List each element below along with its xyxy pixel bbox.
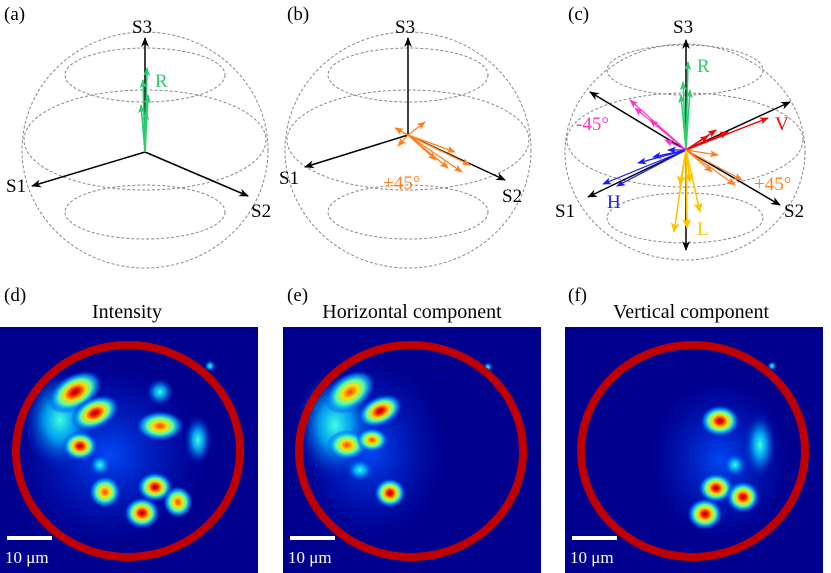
v-state-label: V <box>775 114 789 135</box>
fiber-core-outline <box>295 341 527 561</box>
minus45-state-arrows <box>629 99 687 151</box>
panel-f-vertical-component-map: (f) Vertical component 10 μm <box>565 285 823 573</box>
panel-e-horizontal-component-map: (e) Horizontal component 10 μm <box>283 285 541 573</box>
s1-axis-arrow <box>587 149 687 198</box>
s2-label: S2 <box>502 186 522 207</box>
r-state-label: R <box>697 56 710 77</box>
plus45-state-label: +45° <box>754 174 791 195</box>
heatmap-vertical <box>565 327 823 573</box>
panel-label-b: (b) <box>287 4 309 25</box>
panel-label-e: (e) <box>287 285 308 306</box>
r-state-label: R <box>155 71 168 92</box>
heatmap-intensity <box>0 327 258 573</box>
scale-bar-label: 10 μm <box>5 548 49 567</box>
l-state-label: L <box>697 219 709 240</box>
s1-axis-arrow <box>31 151 146 188</box>
s3-label: S3 <box>132 17 152 38</box>
panel-b-poincare-sphere: (b) S3 S1 S2 +45° <box>279 4 532 269</box>
plus45-state-arrows <box>685 149 743 186</box>
panel-label-f: (f) <box>568 285 587 306</box>
scale-bar-label: 10 μm <box>570 548 614 567</box>
s1-label: S1 <box>555 201 575 222</box>
plus45-state-label: +45° <box>383 173 420 194</box>
s2-axis-arrow <box>144 151 249 197</box>
s3-label: S3 <box>395 17 415 38</box>
s2-label: S2 <box>251 201 271 222</box>
s1-axis-arrow <box>304 134 409 169</box>
fiber-core-outline <box>577 341 809 561</box>
panel-label-a: (a) <box>4 4 25 25</box>
panel-d-intensity-map: (d) Intensity 10 μm <box>0 285 258 573</box>
panel-a-poincare-sphere: (a) S3 S1 S2 R <box>4 4 271 269</box>
r-state-arrows <box>138 67 152 153</box>
h-state-arrows <box>602 146 687 187</box>
panel-label-d: (d) <box>4 285 26 306</box>
panel-title-d: Intensity <box>92 301 162 323</box>
s1-label: S1 <box>279 168 299 189</box>
plus45-state-arrows <box>394 121 471 173</box>
panel-c-poincare-sphere: (c) <box>555 4 806 261</box>
panel-label-c: (c) <box>568 4 589 25</box>
scale-bar-label: 10 μm <box>288 548 332 567</box>
r-state-arrows <box>678 61 693 151</box>
panel-title-f: Vertical component <box>613 301 769 323</box>
s2-label: S2 <box>784 201 804 222</box>
s2-axis-arrow <box>685 149 781 206</box>
s1-label: S1 <box>6 176 26 197</box>
fiber-core-outline <box>12 341 244 561</box>
minus45-state-label: -45° <box>576 114 609 135</box>
l-state-arrows <box>670 149 703 233</box>
h-state-label: H <box>607 192 621 213</box>
s3-label: S3 <box>673 17 693 38</box>
panel-title-e: Horizontal component <box>322 301 502 323</box>
v-state-arrows <box>685 117 769 151</box>
